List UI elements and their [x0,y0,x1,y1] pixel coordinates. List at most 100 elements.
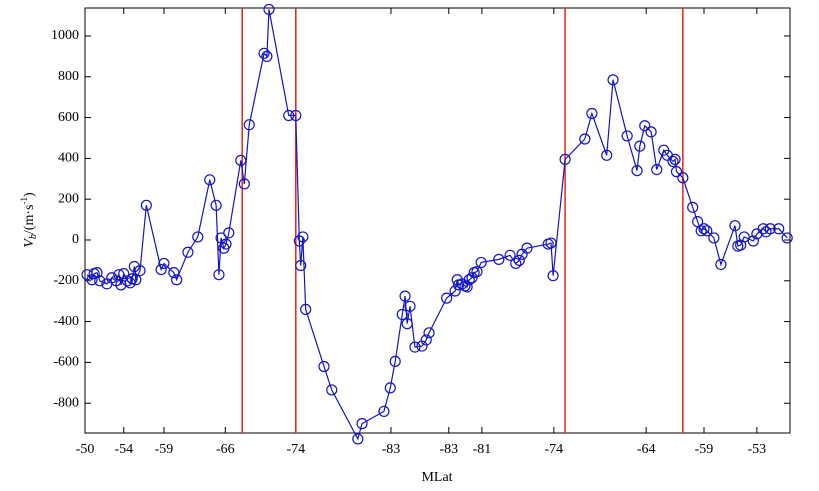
x-tick-label: -54 [114,442,133,457]
data-point [356,418,368,430]
data-point [192,231,204,243]
data-point [113,269,125,281]
x-tick-label: -83 [382,442,401,457]
data-point [545,237,557,249]
data-point [698,223,710,235]
y-tick-label: 400 [58,151,79,166]
data-point [423,327,435,339]
data-point [155,263,167,276]
data-point [134,264,146,277]
data-point [441,292,453,304]
data-point [263,3,275,16]
data-point [243,119,255,131]
data-point [91,267,103,279]
data-point [326,384,338,396]
data-point [118,268,130,280]
data-point [695,225,707,237]
data-point [547,270,559,282]
data-point [764,223,776,235]
data-point [715,258,727,271]
data-point [283,109,295,122]
x-tick-label: -59 [155,442,174,457]
data-point [677,172,689,184]
y-label-symbol: V [22,238,37,248]
data-point [559,153,571,165]
data-point [669,153,681,165]
data-point [601,149,613,161]
data-point [504,249,516,261]
data-point [223,227,235,239]
data-point [416,340,428,352]
data-point [757,223,769,235]
x-tick-label: -53 [748,442,767,457]
data-point [687,201,699,213]
data-point [220,238,232,250]
data-point [404,300,416,312]
data-point [235,154,247,167]
data-point [475,256,487,269]
y-tick-label: -600 [53,355,79,370]
data-point [738,231,750,243]
data-point [747,235,759,247]
x-axis-label: MLat [421,470,452,485]
x-tick-label: -74 [544,442,563,457]
data-point [213,269,225,281]
y-axis-label: Vb/(m·s-1) [19,192,39,248]
data-point [420,334,432,346]
data-point [128,260,140,273]
data-point [634,140,646,152]
data-point [158,257,170,270]
data-point [130,274,142,286]
data-point [352,433,364,445]
data-point [399,290,411,302]
data-point [140,199,152,211]
data-point [513,254,525,266]
data-point [401,318,413,330]
x-tick-label: -59 [695,442,714,457]
data-point [168,267,180,279]
data-point [708,232,720,244]
y-label-unit: /(m·s [22,205,37,235]
data-point [651,163,663,176]
data-point [389,355,401,367]
data-point [258,47,270,59]
x-tick-label: -66 [216,442,235,457]
data-point [171,274,183,286]
data-point [261,50,273,62]
x-tick-label: -64 [637,442,656,457]
data-point [396,308,408,321]
data-point [521,242,533,254]
data-point [384,382,396,394]
x-tick-label: -50 [76,442,95,457]
data-point [318,360,330,373]
y-tick-label: -400 [53,314,79,329]
data-point [510,257,522,270]
data-point [607,74,619,86]
data-point [631,165,643,177]
data-point [378,405,390,417]
data-point [238,178,250,190]
data-point [781,232,793,244]
data-point [293,235,305,247]
data-point [182,246,194,258]
x-tick-label: -83 [439,442,458,457]
data-point [449,285,461,297]
data-point [773,223,785,235]
data-line [86,9,788,441]
y-tick-label: 200 [58,191,79,206]
y-tick-label: -800 [53,395,79,410]
data-point [621,130,633,142]
data-point [670,166,683,178]
data-point [409,341,421,353]
y-tick-label: 800 [58,69,79,84]
data-point [204,174,216,186]
y-label-subscript: b [28,234,39,239]
data-point [290,109,302,122]
data-point [461,281,473,293]
data-point [701,225,713,237]
data-point [471,266,483,278]
y-label-exponent: -1 [19,197,29,205]
data-point [121,275,133,287]
y-tick-label: -200 [53,273,79,288]
